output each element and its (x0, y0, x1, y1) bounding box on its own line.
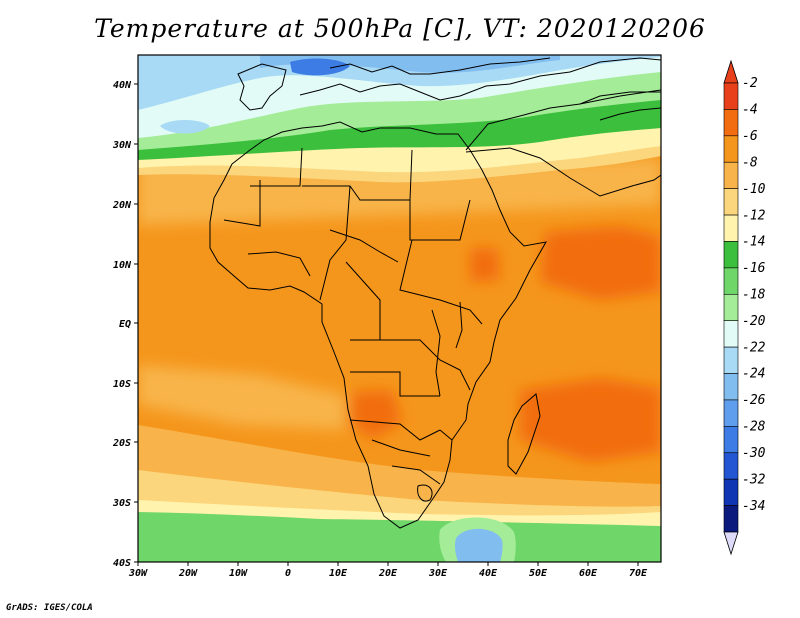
colorbar-top-arrow (723, 59, 739, 84)
temperature-field (138, 55, 661, 562)
lon-tick-label: 20W (178, 568, 198, 579)
colorbar-swatch (723, 241, 739, 269)
lon-tick-label: 20E (378, 568, 398, 579)
colorbar-label: -26 (742, 393, 766, 408)
colorbar-swatch (723, 373, 739, 401)
lon-tick-label: 10W (229, 568, 248, 579)
colorbar: -2 -4 -6 -8 -10 -12 -14 -16 -18 -20 -22 -24 -26 -28 -3… (723, 59, 766, 556)
colorbar-label: -34 (742, 499, 765, 514)
colorbar-swatch (723, 188, 739, 216)
lon-tick-label: 60E (579, 568, 598, 579)
colorbar-swatch (723, 346, 739, 374)
colorbar-label: -16 (742, 261, 766, 276)
lon-tick-label: 10E (329, 568, 348, 579)
tick-marks (134, 83, 639, 566)
lat-tick-label: 40S (113, 558, 131, 569)
lon-labels: 30W 20W 10W 0 10E 20E 30E 40E 50E 60E 70… (128, 568, 648, 579)
colorbar-swatch (723, 82, 739, 110)
lat-tick-label: 30S (112, 498, 131, 509)
colorbar-swatch (723, 478, 739, 506)
colorbar-label: -8 (742, 155, 758, 170)
lon-tick-label: 70E (629, 568, 648, 579)
colorbar-label: -6 (742, 129, 758, 144)
colorbar-label: -10 (742, 182, 766, 197)
colorbar-label: -24 (742, 367, 765, 382)
lat-labels: 40N 30N 20N 10N EQ 10S 20S 30S 40S (112, 80, 132, 569)
colorbar-label: -18 (742, 288, 766, 303)
colorbar-bottom-arrow (723, 531, 739, 556)
colorbar-label: -2 (742, 76, 758, 91)
lat-tick-label: 10S (113, 379, 131, 390)
map-frame (137, 54, 662, 563)
colorbar-label: -22 (742, 340, 766, 355)
lat-tick-label: 20S (112, 438, 131, 449)
colorbar-swatch (723, 452, 739, 480)
colorbar-label: -20 (742, 314, 766, 329)
lat-tick-label: 40N (113, 80, 132, 91)
colorbar-swatch (723, 505, 739, 533)
colorbar-label: -4 (742, 103, 758, 118)
colorbar-swatch (723, 293, 739, 322)
colorbar-swatch (723, 426, 739, 454)
colorbar-label: -28 (742, 420, 766, 435)
colorbar-label: -30 (742, 446, 766, 461)
lon-tick-label: 0 (285, 568, 291, 579)
lat-tick-label: 30N (112, 140, 132, 151)
coastlines (209, 57, 661, 529)
colorbar-label: -32 (742, 472, 766, 487)
lat-tick-label: EQ (119, 319, 131, 330)
colorbar-swatch (723, 214, 739, 242)
colorbar-swatch (723, 267, 739, 295)
map-title: Temperature at 500hPa [C], VT: 202012020… (94, 14, 706, 43)
lon-tick-label: 40E (479, 568, 498, 579)
colorbar-label: -12 (742, 208, 766, 223)
credit-text: GrADS: IGES/COLA (6, 603, 93, 613)
lon-tick-label: 30E (428, 568, 448, 579)
colorbar-swatch (723, 135, 739, 163)
colorbar-label: -14 (742, 235, 765, 250)
lon-tick-label: 30W (128, 568, 148, 579)
colorbar-swatch (723, 161, 739, 189)
colorbar-swatch (723, 399, 739, 427)
colorbar-swatch (723, 320, 739, 348)
lon-tick-label: 50E (529, 568, 548, 579)
lat-tick-label: 20N (112, 200, 132, 211)
colorbar-swatch (723, 109, 739, 137)
lat-tick-label: 10N (113, 260, 132, 271)
